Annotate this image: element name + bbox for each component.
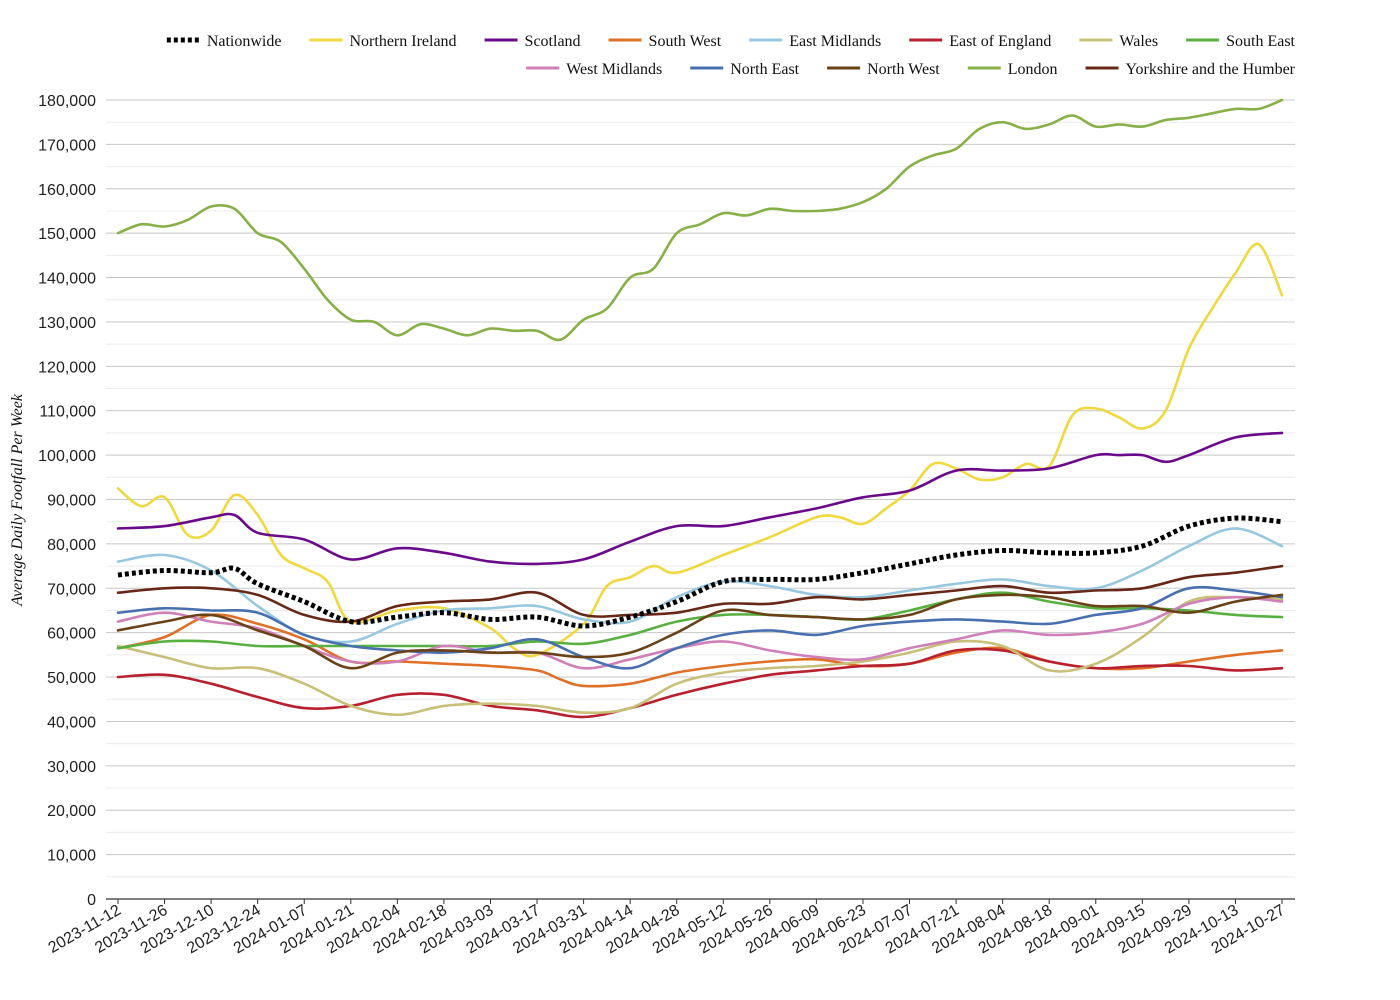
axes: 0 10,000 20,000 30,000 40,000 50,000 60,000 70,… xyxy=(38,93,1295,957)
legend-item-west-midlands[interactable]: West Midlands xyxy=(526,61,662,78)
legend-label: North East xyxy=(730,61,799,78)
series-line-northern-ireland xyxy=(116,242,1284,658)
legend-label: South West xyxy=(649,33,722,50)
series-line-north-east xyxy=(116,585,1284,670)
legend-label: Yorkshire and the Humber xyxy=(1126,61,1296,78)
series-line-nationwide xyxy=(117,515,1283,629)
legend-label: East Midlands xyxy=(789,33,881,50)
series-line-london xyxy=(116,98,1284,342)
series-line-wales xyxy=(116,595,1284,717)
legend-label: West Midlands xyxy=(566,61,662,78)
legend-item-nationwide[interactable]: Nationwide xyxy=(166,33,282,50)
series-line-south-east xyxy=(116,591,1284,650)
legend-item-london[interactable]: London xyxy=(967,61,1058,78)
legend-item-north-east[interactable]: North East xyxy=(690,61,800,78)
y-tick-label: 120,000 xyxy=(38,359,96,376)
legend: Nationwide Northern Ireland Scotland South … xyxy=(166,33,1296,78)
y-tick-label: 80,000 xyxy=(47,537,96,554)
y-tick-label: 130,000 xyxy=(38,315,96,332)
legend-item-east-of-england[interactable]: East of England xyxy=(909,33,1051,50)
series-line-yorkshire-and-the-humber xyxy=(116,564,1284,624)
y-tick-label: 140,000 xyxy=(38,271,96,288)
legend-item-wales[interactable]: Wales xyxy=(1079,33,1158,50)
legend-label: Nationwide xyxy=(207,33,282,50)
legend-item-south-east[interactable]: South East xyxy=(1186,33,1296,50)
y-tick-label: 40,000 xyxy=(47,714,96,731)
legend-label: Northern Ireland xyxy=(349,33,456,50)
y-tick-label: 150,000 xyxy=(38,226,96,243)
series-line-south-west xyxy=(116,613,1284,688)
legend-label: North West xyxy=(867,61,940,78)
y-tick-label: 90,000 xyxy=(47,493,96,510)
legend-label: Wales xyxy=(1119,33,1158,50)
y-tick-label: 100,000 xyxy=(38,448,96,465)
y-tick-label: 30,000 xyxy=(47,759,96,776)
y-tick-label: 60,000 xyxy=(47,626,96,643)
legend-item-north-west[interactable]: North West xyxy=(827,61,940,78)
y-tick-label: 10,000 xyxy=(47,848,96,865)
legend-item-yorkshire-and-the-humber[interactable]: Yorkshire and the Humber xyxy=(1085,61,1296,78)
series-line-scotland xyxy=(116,431,1284,566)
legend-item-scotland[interactable]: Scotland xyxy=(484,33,581,50)
series-lines xyxy=(116,98,1284,719)
series-line-east-midlands xyxy=(116,527,1284,644)
legend-label: East of England xyxy=(949,33,1051,50)
legend-item-northern-ireland[interactable]: Northern Ireland xyxy=(309,33,457,50)
y-tick-label: 160,000 xyxy=(38,182,96,199)
legend-item-south-west[interactable]: South West xyxy=(608,33,722,50)
series-line-north-west xyxy=(116,593,1284,670)
gridlines xyxy=(106,99,1295,900)
y-tick-label: 70,000 xyxy=(47,581,96,598)
legend-label: Scotland xyxy=(525,33,581,50)
series-line-east-of-england xyxy=(116,647,1284,719)
y-tick-label: 20,000 xyxy=(47,803,96,820)
y-tick-label: 110,000 xyxy=(39,404,96,421)
y-tick-label: 0 xyxy=(87,892,96,909)
y-tick-label: 170,000 xyxy=(38,137,96,154)
y-tick-label: 50,000 xyxy=(47,670,96,687)
y-axis-label: Average Daily Footfall Per Week xyxy=(9,393,26,607)
legend-label: London xyxy=(1008,61,1058,78)
legend-item-east-midlands[interactable]: East Midlands xyxy=(749,33,881,50)
y-tick-label: 180,000 xyxy=(38,93,96,110)
legend-label: South East xyxy=(1226,33,1295,50)
